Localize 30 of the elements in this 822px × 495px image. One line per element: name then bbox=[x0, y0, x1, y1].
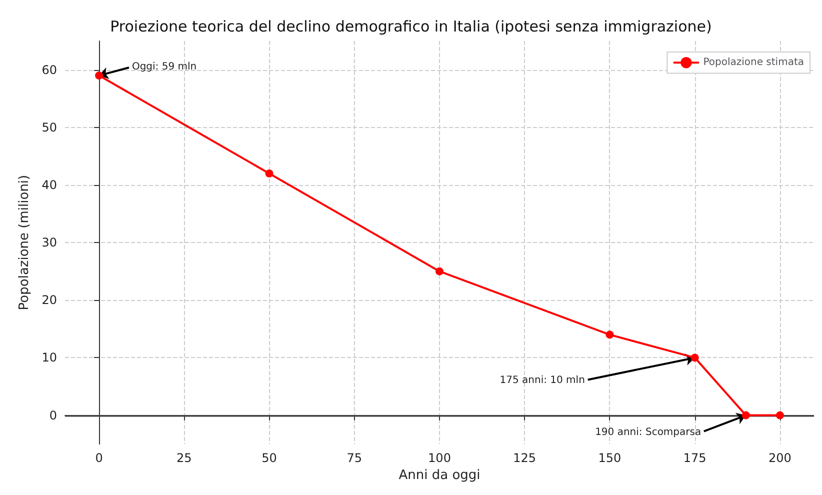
x-tick-label: 75 bbox=[346, 451, 362, 466]
point bbox=[776, 411, 784, 420]
point bbox=[436, 267, 444, 276]
x-tick-label: 50 bbox=[262, 451, 277, 466]
annotation: Oggi: 59 mln bbox=[132, 61, 197, 72]
x-tick-label: 175 bbox=[683, 451, 706, 466]
x-tick-label: 0 bbox=[95, 451, 103, 466]
y-tick-label: 50 bbox=[42, 120, 57, 134]
annotation: 190 anni: Scomparsa bbox=[595, 426, 702, 438]
x-tick-label: 150 bbox=[598, 451, 622, 466]
point bbox=[606, 330, 614, 339]
x-tick-label: 25 bbox=[176, 451, 192, 466]
y-tick-label: 0 bbox=[49, 408, 57, 422]
x-axis-title: Anni da oggi bbox=[398, 468, 480, 483]
chart-title: Proiezione teorica del declino demografico in Italia (ipotesi senza immigrazione) bbox=[110, 18, 712, 36]
legend-label: Popolazione stimata bbox=[703, 57, 804, 68]
y-tick-label: 30 bbox=[42, 236, 57, 250]
y-axis-title: Popolazione (milioni) bbox=[16, 174, 32, 310]
y-tick-label: 10 bbox=[42, 350, 57, 365]
x-tick-label: 125 bbox=[513, 451, 536, 466]
point bbox=[742, 411, 750, 420]
point bbox=[95, 72, 104, 80]
point bbox=[690, 354, 699, 362]
annotation: 175 anni: 10 mln bbox=[500, 374, 585, 386]
y-tick-label: 40 bbox=[42, 178, 57, 192]
point bbox=[265, 169, 274, 178]
x-tick-label: 100 bbox=[428, 451, 451, 466]
x-tick-label: 200 bbox=[768, 451, 792, 466]
y-tick-label: 60 bbox=[42, 62, 57, 77]
y-tick-label: 20 bbox=[42, 293, 57, 308]
